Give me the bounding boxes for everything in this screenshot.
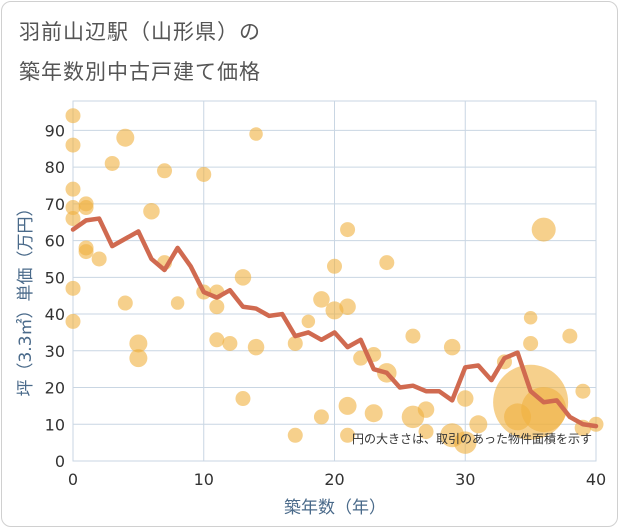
data-point bbox=[418, 424, 434, 440]
y-tick-label: 80 bbox=[45, 158, 65, 177]
trend-line bbox=[70, 216, 599, 429]
data-point bbox=[104, 155, 120, 171]
data-point bbox=[523, 310, 538, 325]
y-tick-label: 20 bbox=[45, 379, 65, 398]
y-tick-label: 50 bbox=[45, 268, 65, 287]
data-point bbox=[65, 211, 81, 227]
data-point bbox=[364, 404, 383, 423]
data-point bbox=[575, 383, 591, 399]
trend-layer bbox=[70, 216, 599, 429]
data-point bbox=[287, 427, 303, 443]
y-tick-label: 0 bbox=[55, 452, 65, 471]
data-point bbox=[443, 338, 461, 356]
x-tick-label: 40 bbox=[586, 470, 606, 489]
data-point bbox=[117, 295, 133, 311]
y-tick-label: 70 bbox=[45, 195, 65, 214]
data-point bbox=[209, 332, 225, 348]
data-point bbox=[353, 350, 369, 366]
y-tick-label: 10 bbox=[45, 415, 65, 434]
data-point bbox=[287, 335, 303, 351]
size-note: 円の大きさは、取引のあった物件面積を示す bbox=[352, 431, 592, 446]
data-point bbox=[417, 401, 435, 418]
data-point bbox=[531, 217, 556, 242]
data-point bbox=[249, 127, 263, 141]
data-point bbox=[209, 299, 225, 315]
data-point bbox=[454, 431, 477, 454]
data-point bbox=[65, 280, 81, 296]
y-tick-label: 40 bbox=[45, 305, 65, 324]
bubble-layer bbox=[65, 108, 604, 454]
data-point bbox=[340, 427, 356, 443]
data-point bbox=[129, 334, 148, 353]
data-point bbox=[325, 301, 344, 320]
y-tick-label: 90 bbox=[45, 121, 65, 140]
y-tick-label: 30 bbox=[45, 342, 65, 361]
data-point bbox=[78, 200, 94, 216]
data-point bbox=[65, 181, 81, 197]
data-point bbox=[65, 108, 81, 124]
data-point bbox=[521, 387, 567, 433]
data-point bbox=[91, 251, 107, 267]
data-point bbox=[405, 328, 421, 344]
data-point bbox=[313, 409, 329, 425]
data-point bbox=[65, 313, 81, 329]
data-point bbox=[78, 244, 94, 260]
data-point bbox=[234, 269, 252, 286]
data-point bbox=[313, 291, 330, 308]
data-point bbox=[339, 298, 356, 315]
data-point bbox=[65, 200, 81, 216]
data-point bbox=[301, 314, 316, 329]
x-tick-label: 20 bbox=[324, 470, 344, 489]
data-point bbox=[170, 296, 185, 310]
data-point bbox=[65, 137, 81, 153]
data-point bbox=[338, 396, 357, 415]
data-point bbox=[523, 335, 539, 351]
data-point bbox=[457, 390, 474, 407]
x-axis-label: 築年数（年） bbox=[284, 498, 386, 518]
x-tick-label: 30 bbox=[455, 470, 475, 489]
x-tick-label: 0 bbox=[68, 470, 78, 489]
data-point bbox=[222, 335, 238, 351]
y-tick-label: 60 bbox=[45, 232, 65, 251]
data-point bbox=[143, 202, 160, 220]
data-point bbox=[129, 349, 148, 368]
data-point bbox=[469, 415, 488, 434]
chart-title-line1: 羽前山辺駅（山形県）の bbox=[19, 20, 261, 44]
data-point bbox=[379, 255, 395, 271]
y-axis-label: 坪（3.3㎡）単価（万円） bbox=[16, 199, 36, 396]
data-point bbox=[562, 328, 578, 344]
data-point bbox=[157, 163, 173, 179]
data-point bbox=[327, 258, 342, 274]
tick-layer: 0 10 20 30 40 50 60 70 80 90 0 10 20 30 40 bbox=[45, 121, 607, 489]
data-point bbox=[235, 391, 251, 407]
data-point bbox=[247, 338, 265, 356]
data-point bbox=[340, 222, 356, 238]
chart-title-line2: 築年数別中古戸建て価格 bbox=[19, 60, 261, 84]
data-point bbox=[196, 166, 212, 182]
x-tick-label: 10 bbox=[194, 470, 214, 489]
data-point bbox=[116, 128, 135, 147]
